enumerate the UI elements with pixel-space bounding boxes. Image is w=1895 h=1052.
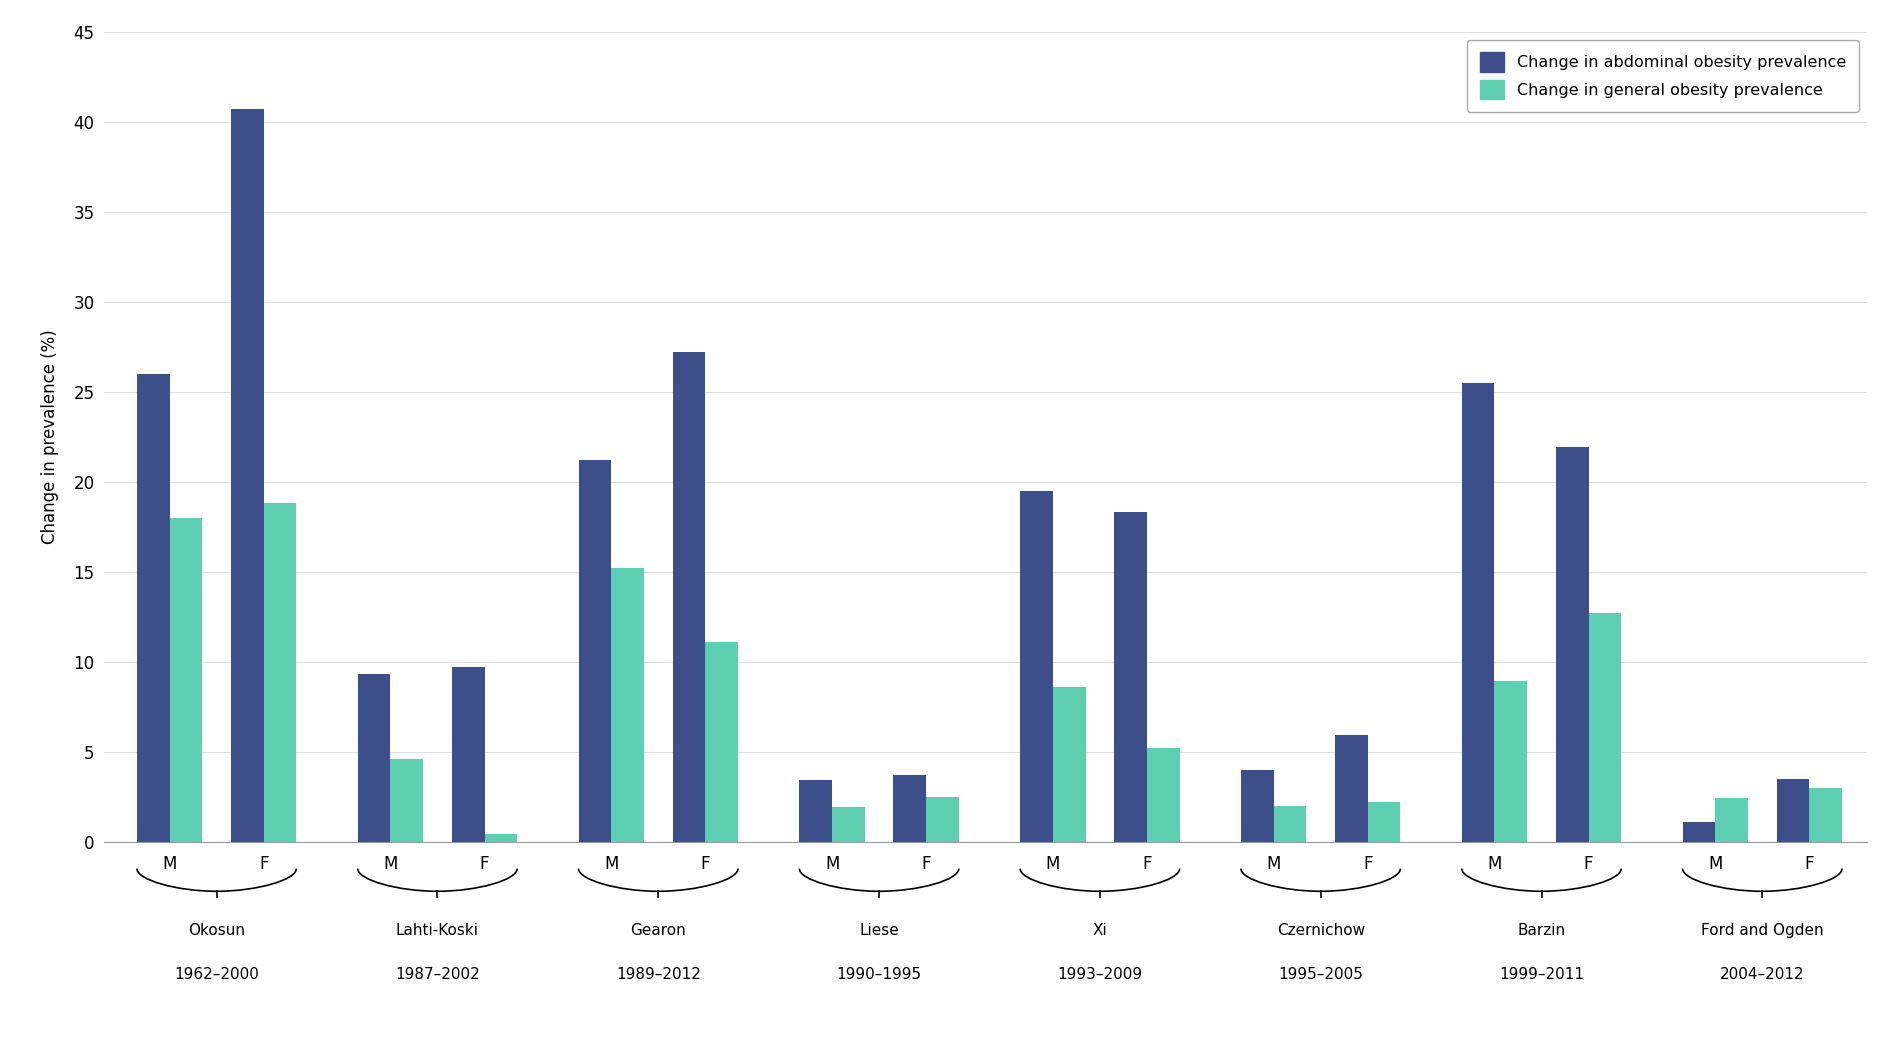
Text: Liese: Liese: [858, 923, 898, 937]
Y-axis label: Change in prevalence (%): Change in prevalence (%): [42, 329, 59, 544]
Text: 1989–2012: 1989–2012: [616, 967, 701, 983]
Bar: [578, 460, 612, 842]
Text: 1962–2000: 1962–2000: [174, 967, 260, 983]
Bar: [390, 758, 423, 842]
Text: 1990–1995: 1990–1995: [836, 967, 921, 983]
Bar: [451, 667, 485, 842]
Text: 1993–2009: 1993–2009: [1057, 967, 1143, 983]
Text: Okosun: Okosun: [188, 923, 244, 937]
Bar: [927, 796, 959, 842]
Bar: [263, 503, 296, 842]
Bar: [1556, 447, 1588, 842]
Text: Lahti-Koski: Lahti-Koski: [396, 923, 479, 937]
Text: Barzin: Barzin: [1518, 923, 1565, 937]
Text: Ford and Ogden: Ford and Ogden: [1702, 923, 1823, 937]
Text: Gearon: Gearon: [631, 923, 686, 937]
Bar: [673, 352, 705, 842]
Bar: [1020, 490, 1054, 842]
Bar: [1461, 383, 1495, 842]
Bar: [893, 775, 927, 842]
Bar: [800, 781, 832, 842]
Bar: [1588, 613, 1622, 842]
Bar: [171, 518, 203, 842]
Bar: [1683, 822, 1715, 842]
Bar: [1054, 687, 1086, 842]
Legend: Change in abdominal obesity prevalence, Change in general obesity prevalence: Change in abdominal obesity prevalence, …: [1467, 40, 1859, 113]
Bar: [705, 642, 737, 842]
Bar: [1495, 682, 1527, 842]
Text: 1995–2005: 1995–2005: [1279, 967, 1363, 983]
Text: Czernichow: Czernichow: [1277, 923, 1364, 937]
Text: Xi: Xi: [1093, 923, 1107, 937]
Bar: [231, 109, 263, 842]
Text: 1987–2002: 1987–2002: [394, 967, 479, 983]
Bar: [1810, 788, 1842, 842]
Text: 2004–2012: 2004–2012: [1721, 967, 1804, 983]
Bar: [136, 373, 171, 842]
Bar: [1114, 512, 1146, 842]
Bar: [1778, 778, 1810, 842]
Text: 1999–2011: 1999–2011: [1499, 967, 1584, 983]
Bar: [612, 568, 644, 842]
Bar: [1273, 806, 1306, 842]
Bar: [1368, 802, 1400, 842]
Bar: [832, 807, 864, 842]
Bar: [1146, 748, 1179, 842]
Bar: [1334, 735, 1368, 842]
Bar: [358, 674, 390, 842]
Bar: [1715, 798, 1747, 842]
Bar: [1241, 770, 1273, 842]
Bar: [485, 834, 517, 842]
